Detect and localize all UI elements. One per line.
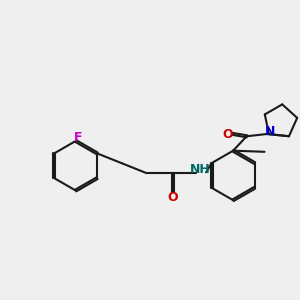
- Text: F: F: [74, 131, 82, 144]
- Text: O: O: [222, 128, 233, 140]
- Text: N: N: [264, 125, 275, 138]
- Text: O: O: [167, 191, 178, 204]
- Text: NH: NH: [190, 163, 211, 176]
